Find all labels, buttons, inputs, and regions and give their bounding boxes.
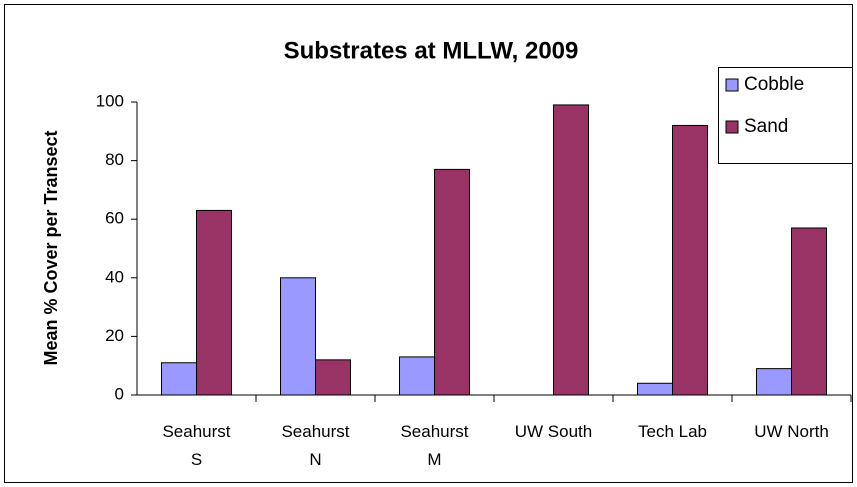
bar (399, 356, 435, 396)
y-tick-label: 80 (105, 150, 124, 169)
legend-box (718, 67, 853, 164)
bar (672, 124, 708, 396)
y-tick-label: 0 (115, 384, 124, 403)
chart-border (4, 4, 853, 483)
x-tick-label: Tech Lab (638, 422, 707, 441)
bar (196, 209, 232, 396)
bar (280, 277, 316, 396)
x-tick-label: Seahurst M (400, 422, 469, 469)
legend-label: Cobble (744, 74, 804, 95)
y-tick-label: 40 (105, 267, 124, 286)
chart-title: Substrates at MLLW, 2009 (284, 37, 579, 64)
bar (791, 227, 827, 396)
y-tick-label: 60 (105, 209, 124, 228)
x-tick-label: UW South (514, 422, 593, 441)
y-tick-label: 100 (96, 91, 124, 110)
legend-swatch (725, 78, 739, 92)
bar (756, 368, 792, 396)
bar (553, 104, 589, 396)
bar (315, 359, 351, 396)
y-axis-label: Mean % Cover per Transect (41, 130, 61, 365)
bar (161, 362, 197, 396)
x-tick-label: Seahurst N (281, 422, 350, 469)
y-tick-label: 20 (105, 326, 124, 345)
bar (434, 168, 470, 396)
legend-swatch (725, 120, 739, 134)
bar (637, 382, 673, 396)
legend-label: Sand (744, 116, 788, 137)
x-tick-label: Seahurst S (162, 422, 231, 469)
x-tick-label: UW North (754, 422, 829, 441)
